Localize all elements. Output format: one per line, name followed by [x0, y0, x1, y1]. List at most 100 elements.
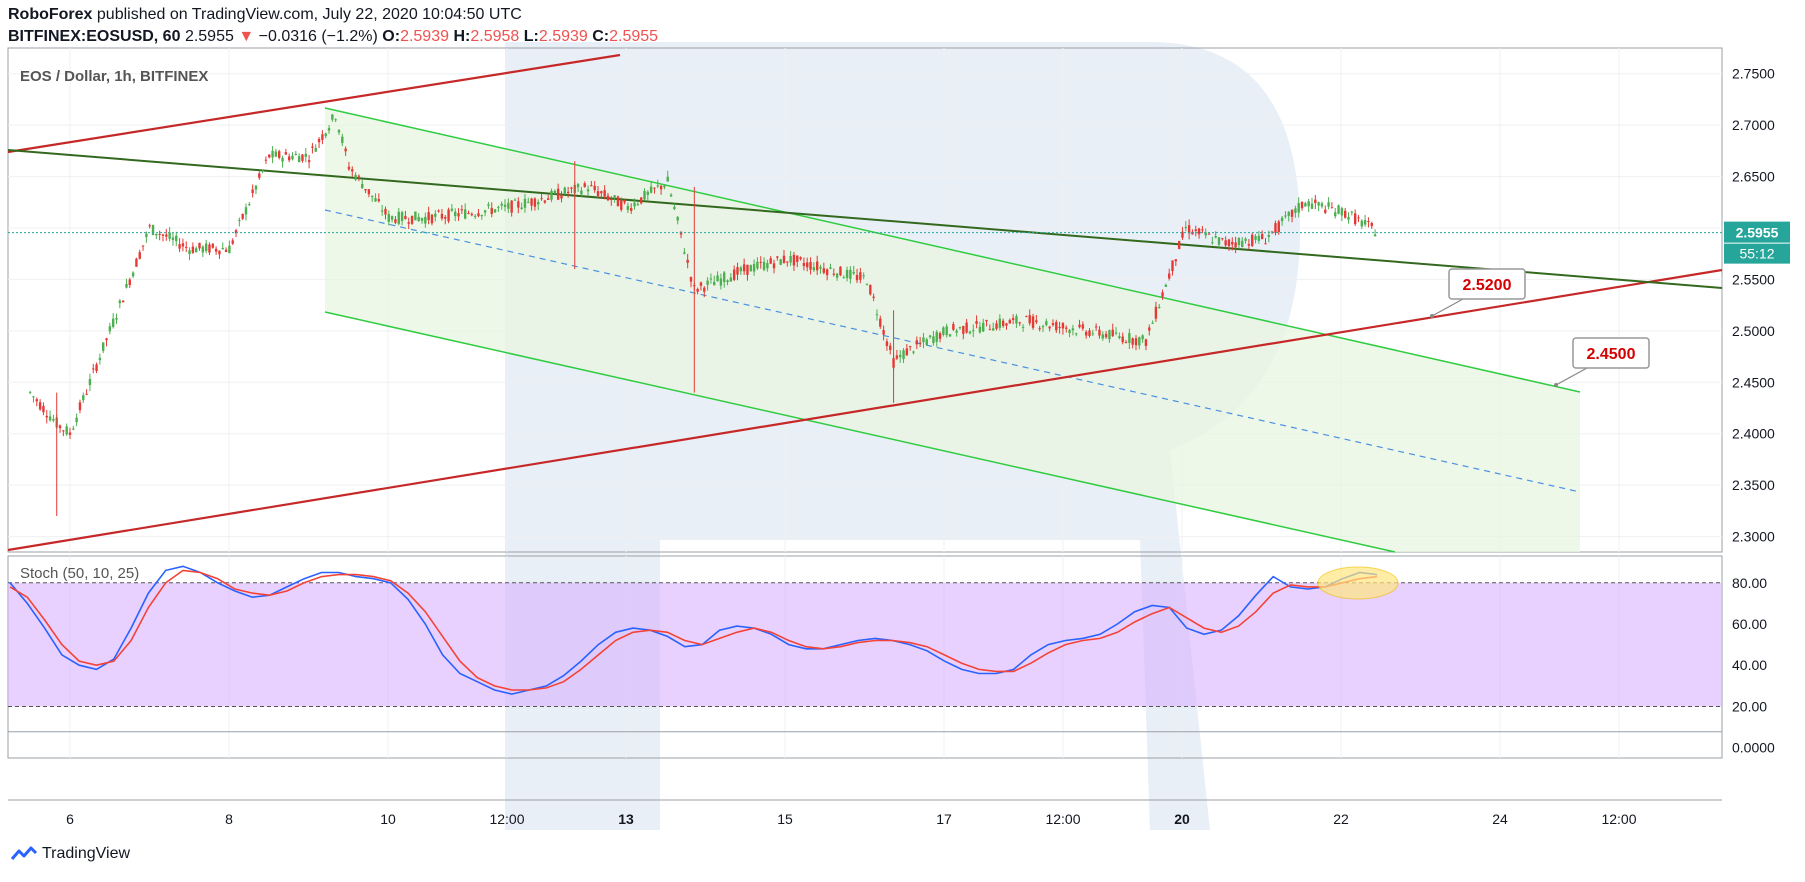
candle-body	[938, 333, 942, 339]
candle-body	[1094, 326, 1098, 328]
candle-body	[281, 157, 284, 162]
candle-body	[739, 267, 743, 272]
candle-body	[384, 208, 387, 215]
candle-body	[1031, 316, 1035, 328]
candle-body	[623, 200, 626, 203]
candle-body	[570, 187, 573, 189]
candle-body	[244, 207, 248, 215]
candle-body	[88, 378, 92, 386]
candle-body	[1287, 211, 1290, 217]
price-pane[interactable]: 2.5200 2.4500 EOS / Dollar, 1h, BITFINEX	[7, 47, 1723, 553]
channel-upper-line[interactable]	[324, 107, 1581, 393]
candle-body	[287, 156, 291, 161]
candle-body	[932, 336, 935, 344]
candle-body	[832, 273, 835, 275]
candle-body	[45, 415, 48, 418]
candle-body	[500, 203, 503, 206]
stochastic-pane[interactable]: Stoch (50, 10, 25)	[7, 555, 1723, 759]
candle-body	[703, 287, 706, 292]
channel-median-line[interactable]	[324, 209, 1581, 493]
stoch-d-line[interactable]	[9, 569, 1378, 691]
candle-body	[639, 197, 643, 204]
callout-box[interactable]	[1572, 337, 1650, 369]
candle-body	[925, 339, 928, 345]
candle-body	[165, 234, 168, 237]
candle-body	[1244, 238, 1247, 241]
candle-body	[1294, 208, 1297, 213]
down-arrow-icon: ▼	[238, 28, 255, 45]
candle-body	[1121, 336, 1124, 343]
stoch-k-line[interactable]	[9, 565, 1378, 695]
candle-body	[377, 199, 381, 202]
candle-body	[271, 150, 274, 158]
candle-body	[364, 188, 367, 191]
candle-body	[905, 348, 909, 356]
candle-body	[752, 264, 756, 272]
footer-brand[interactable]: TradingView	[42, 845, 131, 862]
candle-body	[656, 185, 659, 187]
price-tick-label: 2.4000	[1732, 426, 1775, 442]
channel-lower-line[interactable]	[324, 311, 1396, 553]
candle-body	[311, 146, 314, 148]
candle-body	[560, 194, 563, 199]
candle-body	[799, 257, 802, 260]
candle-body	[1071, 328, 1075, 331]
candle-body	[895, 355, 899, 359]
highlight-ellipse[interactable]	[1317, 566, 1399, 600]
candle-body	[105, 338, 108, 341]
callout-box[interactable]	[1448, 268, 1526, 300]
candle-body	[882, 329, 885, 335]
candle-body	[1048, 326, 1051, 329]
candle-body	[855, 275, 859, 281]
author-name[interactable]: RoboForex	[8, 6, 93, 23]
candle-body	[1197, 228, 1201, 235]
candle-body	[742, 264, 746, 272]
candle-body	[102, 342, 105, 351]
green-trendline[interactable]	[7, 149, 1723, 289]
candle-body	[583, 183, 586, 187]
candle-body	[254, 185, 258, 190]
candle-body	[241, 213, 244, 219]
candle-body	[1274, 223, 1277, 233]
candle-body	[75, 417, 78, 423]
candle-body	[1011, 318, 1015, 320]
candle-body	[111, 318, 115, 327]
candle-body	[1357, 217, 1360, 219]
candle-body	[786, 261, 789, 263]
candle-body	[673, 206, 676, 210]
red-lower-trendline[interactable]	[7, 268, 1723, 552]
candle-body	[503, 204, 507, 207]
candle-body	[228, 245, 231, 254]
candle-body	[1144, 339, 1148, 346]
candle-body	[1194, 229, 1197, 231]
candle-body	[902, 350, 905, 360]
candle-body	[1131, 338, 1134, 345]
candle-body	[756, 261, 759, 269]
candle-body	[663, 185, 666, 188]
candle-body	[72, 428, 75, 430]
candle-body	[1201, 229, 1204, 231]
price-tick-label: 2.6500	[1732, 169, 1775, 185]
footer: TradingView	[10, 845, 130, 863]
time-tick-label: 12:00	[489, 811, 524, 827]
red-upper-trendline[interactable]	[7, 53, 621, 154]
candle-body	[988, 329, 992, 331]
current-price-badge	[1724, 221, 1790, 243]
candle-body	[278, 151, 281, 158]
candle-body	[732, 269, 736, 280]
candle-body	[1224, 240, 1227, 246]
change-value: −0.0316 (−1.2%)	[258, 28, 378, 45]
candle-body	[985, 319, 988, 322]
stoch-tick-label: 20.00	[1732, 698, 1767, 714]
candle-body	[696, 288, 699, 292]
tradingview-logo-icon[interactable]	[10, 845, 38, 863]
candle-body	[1290, 209, 1294, 217]
candle-body	[1098, 329, 1101, 336]
candle-body	[128, 279, 131, 285]
candle-body	[341, 136, 344, 143]
low-label: L:	[523, 28, 539, 45]
candle-body	[58, 425, 62, 429]
candle-body	[211, 243, 214, 248]
candle-body	[1118, 336, 1121, 339]
